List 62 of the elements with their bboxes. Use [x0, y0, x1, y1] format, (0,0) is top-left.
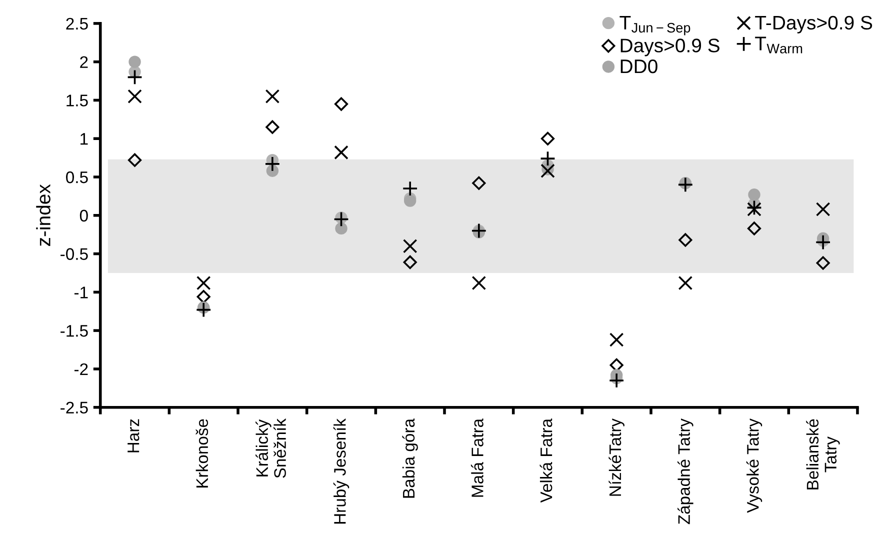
point	[678, 233, 692, 247]
point	[747, 222, 762, 236]
legend-label: T-Days>0.9 S	[755, 16, 872, 34]
x-tick-label: Velká Fatra	[540, 418, 552, 503]
point	[678, 176, 694, 193]
point	[128, 153, 142, 167]
y-axis-title: z-index	[36, 184, 50, 246]
y-tick-label: -0.5	[60, 248, 88, 260]
point	[333, 211, 350, 228]
point	[678, 276, 693, 290]
point	[265, 89, 280, 104]
point	[196, 276, 211, 290]
legend-label: DD0	[620, 59, 658, 74]
y-tick-label: 2	[80, 56, 88, 68]
y-tick-label: 1	[80, 133, 88, 145]
y-tick-label: 0	[80, 210, 88, 222]
point	[404, 194, 416, 207]
point	[264, 156, 280, 172]
legend-label: T$_{Warm}$	[755, 36, 802, 54]
x-tick-label: Harz	[128, 419, 140, 452]
point	[816, 202, 830, 216]
y-tick-label: -2	[74, 363, 88, 375]
point	[128, 89, 142, 104]
point	[196, 290, 210, 304]
point	[472, 276, 486, 290]
x-tick-label: Králický Sněžník	[256, 418, 286, 478]
point	[748, 188, 760, 201]
point	[608, 372, 624, 388]
point	[815, 234, 831, 250]
point	[335, 222, 348, 235]
legend-label: Days>0.9 S	[620, 38, 720, 56]
point	[128, 56, 141, 68]
y-tick-label: -1.5	[60, 325, 88, 337]
point	[126, 69, 143, 86]
x-tick-label: Vysoké Tatry	[746, 418, 762, 513]
y-tick-label: 2.5	[66, 18, 88, 30]
y-tick-label: -2.5	[60, 402, 88, 414]
legend-label: T$_{Jun−Sep}$	[620, 16, 690, 36]
point	[540, 164, 555, 178]
point	[472, 176, 486, 190]
x-tick-label: Hrubý Jeseník	[333, 418, 350, 524]
point	[816, 256, 830, 270]
point	[334, 145, 348, 160]
point	[196, 302, 212, 318]
x-tick-label: Belianské Tatry	[806, 419, 840, 490]
x-tick-label: Krkonoše	[196, 419, 208, 488]
point	[403, 255, 417, 270]
x-tick-label: NízkéTatry	[608, 418, 624, 496]
point	[540, 132, 555, 146]
y-tick-label: 1.5	[66, 94, 88, 106]
x-tick-label: Malá Fatra	[470, 418, 484, 497]
point	[334, 97, 348, 111]
point	[540, 150, 556, 166]
x-tick-label: Babia góra	[402, 418, 418, 498]
y-tick-label: 0.5	[66, 171, 88, 184]
point	[609, 332, 624, 347]
point	[402, 238, 418, 254]
x-tick-label: Západné Tatry	[678, 418, 694, 524]
point	[610, 358, 624, 372]
point	[402, 180, 418, 196]
point	[266, 120, 280, 134]
y-tick-label: -1	[74, 286, 88, 298]
